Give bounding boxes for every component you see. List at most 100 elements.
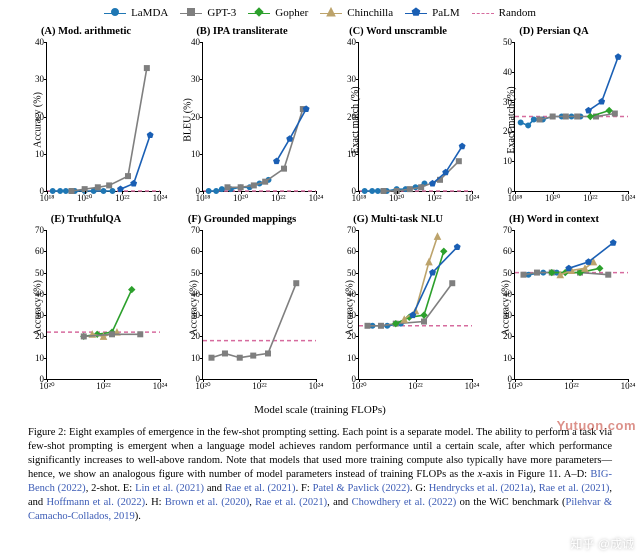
y-tick-label: 40 <box>191 289 203 299</box>
series-point-gpt3 <box>550 114 555 119</box>
series-point-lamda <box>518 120 523 125</box>
series-point-gpt3 <box>225 185 230 190</box>
plot-area: 10²⁰10²²10²⁴010203040506070 <box>202 230 316 380</box>
series-point-gopher <box>441 248 447 254</box>
series-point-gpt3 <box>456 159 461 164</box>
series-point-lamda <box>219 187 224 192</box>
plot-area: 10¹⁸10²⁰10²²10²⁴010203040 <box>202 42 316 192</box>
y-tick-label: 30 <box>503 310 515 320</box>
y-tick-label: 50 <box>503 37 515 47</box>
plot-area: 10²⁰10²²10²⁴010203040506070 <box>46 230 160 380</box>
series-point-lamda <box>526 123 531 128</box>
series-point-gpt3 <box>266 351 271 356</box>
series-line-gpt3 <box>212 283 297 358</box>
panel-B: (B) IPA transliterateBLEU (%)10¹⁸10²⁰10²… <box>164 26 320 214</box>
series-line-gopher <box>84 290 132 337</box>
y-tick-label: 0 <box>40 186 48 196</box>
y-tick-label: 40 <box>35 289 47 299</box>
y-tick-label: 50 <box>35 268 47 278</box>
series-point-gpt3 <box>251 353 256 358</box>
panel-D: (D) Persian QAExact match (%)10¹⁸10²⁰10²… <box>476 26 632 214</box>
y-tick-label: 50 <box>503 268 515 278</box>
y-tick-label: 40 <box>347 289 359 299</box>
y-tick-label: 30 <box>191 310 203 320</box>
series-point-gopher <box>421 312 427 318</box>
series-point-gopher <box>129 287 135 293</box>
legend-label: Chinchilla <box>347 7 393 19</box>
legend-item-gpt3: GPT-3 <box>180 7 236 19</box>
series-line-palm <box>277 109 307 161</box>
legend-label: GPT-3 <box>207 7 236 19</box>
y-tick-label: 60 <box>503 246 515 256</box>
series-point-lamda <box>101 189 106 194</box>
panel-title: (H) Word in context <box>476 214 632 225</box>
series-point-palm <box>566 265 572 270</box>
series-point-palm <box>454 244 460 249</box>
y-tick-label: 10 <box>191 353 203 363</box>
series-point-gpt3 <box>407 187 412 192</box>
x-tick-label: 10²² <box>96 379 110 391</box>
plot-area: 10¹⁸10²⁰10²²10²⁴01020304050 <box>514 42 628 192</box>
series-point-palm <box>131 181 137 186</box>
series-point-gpt3 <box>107 183 112 188</box>
figure-root: LaMDAGPT-3GopherChinchillaPaLMRandom (A)… <box>0 0 640 554</box>
legend-label: Gopher <box>275 7 308 19</box>
legend-label: PaLM <box>432 7 460 19</box>
y-tick-label: 40 <box>35 37 47 47</box>
series-point-lamda <box>63 189 68 194</box>
y-tick-label: 10 <box>35 353 47 363</box>
series-point-gpt3 <box>521 272 526 277</box>
series-point-gpt3 <box>575 114 580 119</box>
y-tick-label: 20 <box>191 331 203 341</box>
y-tick-label: 70 <box>347 225 359 235</box>
panel-title: (B) IPA transliterate <box>164 26 320 37</box>
series-point-gpt3 <box>612 111 617 116</box>
series-line-gpt3 <box>72 68 147 191</box>
y-tick-label: 30 <box>347 74 359 84</box>
panel-C: (C) Word unscrambleExact match (%)10¹⁸10… <box>320 26 476 214</box>
series-point-gpt3 <box>126 174 131 179</box>
series-point-chinchilla <box>426 259 432 265</box>
y-tick-label: 10 <box>35 149 47 159</box>
plot-area: 10¹⁸10²⁰10²²10²⁴010203040 <box>46 42 160 192</box>
y-tick-label: 0 <box>196 186 204 196</box>
series-point-gpt3 <box>563 114 568 119</box>
series-point-gpt3 <box>209 355 214 360</box>
y-tick-label: 70 <box>191 225 203 235</box>
series-point-gpt3 <box>534 270 539 275</box>
series-point-gpt3 <box>263 179 268 184</box>
series-point-gpt3 <box>282 166 287 171</box>
series-point-gpt3 <box>237 355 242 360</box>
series-point-gpt3 <box>422 319 427 324</box>
panel-H: (H) Word in contextAccuracy (%)10²⁰10²²1… <box>476 214 632 402</box>
y-tick-label: 10 <box>503 353 515 363</box>
y-tick-label: 0 <box>40 374 48 384</box>
series-point-chinchilla <box>434 233 440 239</box>
series-point-gpt3 <box>110 332 115 337</box>
y-tick-label: 10 <box>503 156 515 166</box>
y-tick-label: 30 <box>347 310 359 320</box>
y-tick-label: 0 <box>508 186 516 196</box>
x-tick-label: 10²⁰ <box>389 191 404 204</box>
y-tick-label: 50 <box>347 268 359 278</box>
series-point-gpt3 <box>606 272 611 277</box>
y-tick-label: 20 <box>503 331 515 341</box>
y-tick-label: 10 <box>191 149 203 159</box>
y-tick-label: 20 <box>347 112 359 122</box>
x-tick-label: 10²⁰ <box>233 191 248 204</box>
y-tick-label: 70 <box>503 225 515 235</box>
watermark-site: Yutuon.com <box>557 418 636 433</box>
series-point-gpt3 <box>294 281 299 286</box>
y-tick-label: 30 <box>503 97 515 107</box>
series-point-lamda <box>375 189 380 194</box>
y-tick-label: 30 <box>35 74 47 84</box>
y-tick-label: 20 <box>35 112 47 122</box>
panel-grid: (A) Mod. arithmeticAccuracy (%)10¹⁸10²⁰1… <box>8 26 632 402</box>
series-line-palm <box>121 135 151 189</box>
series-point-gpt3 <box>251 183 256 188</box>
series-point-gopher <box>587 114 593 120</box>
plot-area: 10²⁰10²²10²⁴010203040506070 <box>358 230 472 380</box>
panel-title: (D) Persian QA <box>476 26 632 37</box>
y-tick-label: 70 <box>35 225 47 235</box>
y-tick-label: 40 <box>347 37 359 47</box>
